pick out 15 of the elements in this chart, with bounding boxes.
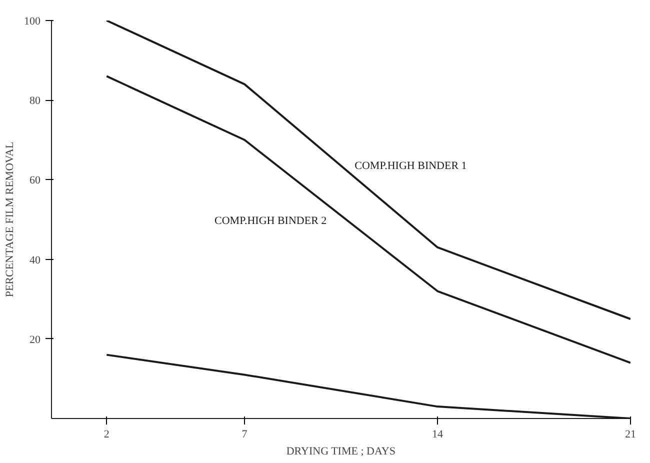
x-axis-title: DRYING TIME ; DAYS xyxy=(286,446,396,458)
x-tick-label: 21 xyxy=(625,428,636,440)
y-tick-label: 60 xyxy=(30,174,41,187)
x-tick-label: 14 xyxy=(432,428,444,440)
x-tick-label: 2 xyxy=(104,428,110,440)
y-axis-title: PERCENTAGE FILM REMOVAL xyxy=(4,142,16,298)
y-tick-label: 80 xyxy=(30,95,41,108)
x-tick-label: 7 xyxy=(242,428,248,440)
y-tick-label: 20 xyxy=(30,334,41,346)
series-label: COMP.HIGH BINDER 1 xyxy=(354,160,467,172)
y-tick-label: 40 xyxy=(30,254,41,266)
series-label: COMP.HIGH BINDER 2 xyxy=(214,215,327,228)
line-series xyxy=(106,75,630,364)
line-series xyxy=(106,20,630,320)
y-tick-label: 100 xyxy=(24,16,41,28)
